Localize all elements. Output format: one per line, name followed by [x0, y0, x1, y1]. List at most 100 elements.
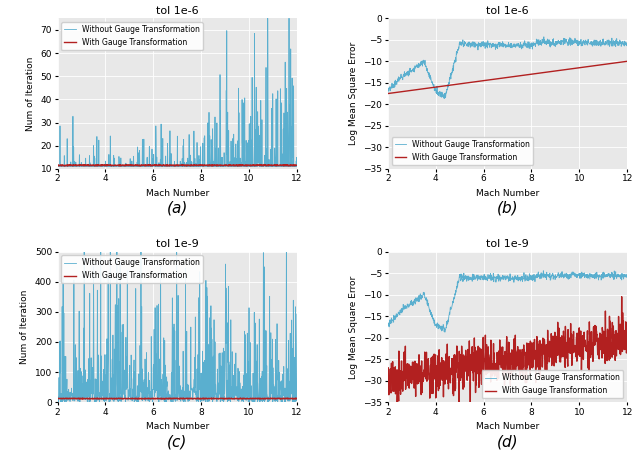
Without Gauge Transformation — [490, 272, 497, 278]
Without Gauge Transformation — [408, 68, 416, 74]
Y-axis label: Log Mean Square Error: Log Mean Square Error — [349, 42, 358, 145]
Without Gauge Transformation — [241, 396, 248, 402]
With Gauge Transformation — [548, 69, 556, 74]
X-axis label: Mach Number: Mach Number — [476, 189, 539, 198]
With Gauge Transformation — [99, 396, 107, 402]
With Gauge Transformation — [103, 162, 111, 168]
With Gauge Transformation — [212, 163, 220, 169]
With Gauge Transformation — [575, 65, 582, 70]
Without Gauge Transformation — [440, 96, 448, 101]
Without Gauge Transformation — [159, 362, 167, 368]
Without Gauge Transformation — [481, 275, 489, 281]
Text: (c): (c) — [167, 434, 188, 449]
Without Gauge Transformation — [159, 164, 167, 169]
Without Gauge Transformation — [81, 249, 88, 255]
Without Gauge Transformation — [441, 329, 449, 335]
Without Gauge Transformation — [78, 164, 86, 169]
Y-axis label: Log Mean Square Error: Log Mean Square Error — [349, 275, 358, 378]
Text: (b): (b) — [497, 201, 518, 216]
With Gauge Transformation — [245, 396, 253, 401]
Without Gauge Transformation — [549, 271, 557, 276]
Line: With Gauge Transformation: With Gauge Transformation — [58, 398, 297, 399]
Without Gauge Transformation — [245, 305, 253, 310]
With Gauge Transformation — [409, 359, 417, 365]
X-axis label: Mach Number: Mach Number — [146, 422, 209, 431]
With Gauge Transformation — [490, 341, 497, 346]
With Gauge Transformation — [159, 163, 167, 168]
With Gauge Transformation — [408, 87, 416, 93]
With Gauge Transformation — [623, 332, 631, 338]
Title: tol 1e-9: tol 1e-9 — [486, 239, 529, 250]
With Gauge Transformation — [151, 396, 159, 402]
Legend: Without Gauge Transformation, With Gauge Transformation: Without Gauge Transformation, With Gauge… — [61, 22, 203, 50]
With Gauge Transformation — [623, 58, 631, 64]
Legend: Without Gauge Transformation, With Gauge Transformation: Without Gauge Transformation, With Gauge… — [61, 255, 203, 283]
With Gauge Transformation — [78, 396, 86, 401]
Y-axis label: Num of Iteration: Num of Iteration — [20, 290, 29, 364]
Line: Without Gauge Transformation: Without Gauge Transformation — [388, 271, 627, 332]
With Gauge Transformation — [219, 396, 227, 401]
With Gauge Transformation — [490, 77, 497, 82]
With Gauge Transformation — [78, 162, 86, 168]
With Gauge Transformation — [293, 396, 301, 401]
Without Gauge Transformation — [575, 42, 583, 47]
Without Gauge Transformation — [151, 390, 159, 395]
Without Gauge Transformation — [218, 164, 226, 169]
With Gauge Transformation — [245, 163, 253, 168]
Without Gauge Transformation — [219, 392, 227, 398]
Legend: Without Gauge Transformation, With Gauge Transformation: Without Gauge Transformation, With Gauge… — [392, 137, 533, 165]
Line: Without Gauge Transformation: Without Gauge Transformation — [58, 252, 297, 402]
With Gauge Transformation — [571, 66, 579, 71]
Without Gauge Transformation — [384, 90, 392, 96]
Line: With Gauge Transformation: With Gauge Transformation — [58, 165, 297, 166]
Title: tol 1e-6: tol 1e-6 — [156, 6, 198, 16]
X-axis label: Mach Number: Mach Number — [146, 189, 209, 198]
With Gauge Transformation — [384, 91, 392, 96]
Without Gauge Transformation — [54, 164, 61, 169]
Without Gauge Transformation — [408, 303, 416, 308]
Without Gauge Transformation — [244, 138, 252, 143]
With Gauge Transformation — [481, 78, 488, 83]
Without Gauge Transformation — [293, 164, 301, 169]
With Gauge Transformation — [219, 163, 227, 168]
Without Gauge Transformation — [293, 312, 301, 317]
Without Gauge Transformation — [540, 34, 548, 40]
Line: Without Gauge Transformation: Without Gauge Transformation — [58, 18, 297, 166]
Without Gauge Transformation — [54, 395, 61, 401]
With Gauge Transformation — [481, 354, 489, 360]
With Gauge Transformation — [618, 294, 625, 299]
Without Gauge Transformation — [490, 41, 497, 47]
With Gauge Transformation — [394, 399, 401, 405]
Without Gauge Transformation — [571, 272, 579, 278]
Line: Without Gauge Transformation: Without Gauge Transformation — [388, 37, 627, 99]
Without Gauge Transformation — [78, 383, 86, 389]
With Gauge Transformation — [151, 163, 159, 168]
With Gauge Transformation — [241, 396, 248, 401]
Without Gauge Transformation — [264, 16, 271, 21]
Without Gauge Transformation — [92, 399, 100, 405]
Without Gauge Transformation — [384, 322, 392, 327]
Without Gauge Transformation — [241, 164, 248, 169]
With Gauge Transformation — [54, 396, 61, 402]
With Gauge Transformation — [54, 163, 61, 169]
With Gauge Transformation — [384, 383, 392, 388]
Line: With Gauge Transformation: With Gauge Transformation — [388, 297, 627, 402]
With Gauge Transformation — [241, 163, 248, 168]
With Gauge Transformation — [571, 349, 579, 354]
Without Gauge Transformation — [481, 40, 489, 46]
Without Gauge Transformation — [571, 36, 579, 41]
With Gauge Transformation — [575, 326, 583, 331]
Text: (d): (d) — [497, 434, 518, 449]
Legend: Without Gauge Transformation, With Gauge Transformation: Without Gauge Transformation, With Gauge… — [482, 371, 623, 399]
With Gauge Transformation — [113, 395, 120, 401]
Without Gauge Transformation — [575, 271, 583, 276]
With Gauge Transformation — [548, 360, 556, 365]
Without Gauge Transformation — [549, 42, 557, 47]
Title: tol 1e-9: tol 1e-9 — [156, 239, 198, 250]
Text: (a): (a) — [166, 201, 188, 216]
Without Gauge Transformation — [150, 164, 158, 169]
X-axis label: Mach Number: Mach Number — [476, 422, 539, 431]
Without Gauge Transformation — [540, 268, 547, 273]
Y-axis label: Num of Iteration: Num of Iteration — [26, 56, 35, 131]
With Gauge Transformation — [293, 163, 301, 168]
